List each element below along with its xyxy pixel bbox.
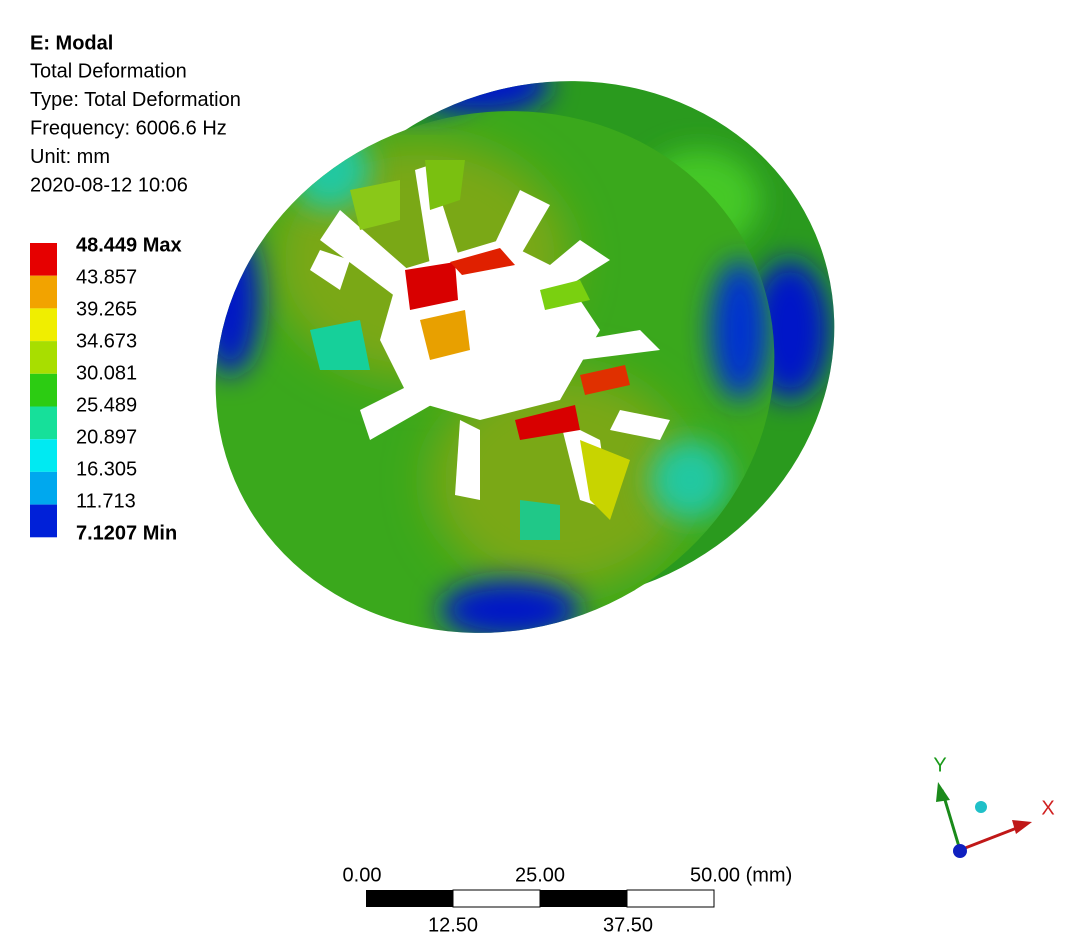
header-line: Unit: mm <box>30 146 110 168</box>
header-line: Total Deformation <box>30 60 187 82</box>
legend-label: 30.081 <box>76 362 137 384</box>
title: E: Modal <box>30 32 113 54</box>
legend-swatch <box>30 308 57 342</box>
triad: Y X <box>933 754 1055 858</box>
legend-label: 25.489 <box>76 394 137 416</box>
header-line: Type: Total Deformation <box>30 89 241 111</box>
scale-bar: 0.00 25.00 50.00 (mm) 12.50 37.50 <box>343 864 793 936</box>
legend-label: 16.305 <box>76 458 137 480</box>
legend-label: 43.857 <box>76 266 137 288</box>
legend-label: 20.897 <box>76 426 137 448</box>
scale-label: 37.50 <box>603 914 653 936</box>
legend-swatch <box>30 275 57 309</box>
axis-label: X <box>1041 797 1054 819</box>
legend-swatch <box>30 471 57 505</box>
header-lines: Total Deformation Type: Total Deformation… <box>30 60 241 196</box>
legend-swatch <box>30 243 57 276</box>
scale-label: 12.50 <box>428 914 478 936</box>
legend-label: 34.673 <box>76 330 137 352</box>
legend-label: 48.449 Max <box>76 234 182 256</box>
legend-swatch <box>30 373 57 407</box>
legend-swatch <box>30 504 57 538</box>
legend-label: 7.1207 Min <box>76 522 177 544</box>
legend: 48.449 Max 43.857 39.265 34.673 30.081 25.489… <box>30 234 182 544</box>
header-line: 2020-08-12 10:06 <box>30 174 188 196</box>
legend-swatch <box>30 439 57 472</box>
legend-label: 39.265 <box>76 298 137 320</box>
legend-swatch <box>30 341 57 374</box>
model <box>200 55 835 640</box>
legend-swatch <box>30 406 57 440</box>
scale-label: 0.00 <box>343 864 382 886</box>
teeth <box>310 160 630 540</box>
scale-label: 25.00 <box>515 864 565 886</box>
legend-label: 11.713 <box>76 490 136 512</box>
header-line: Frequency: 6006.6 Hz <box>30 117 227 139</box>
axis-label: Y <box>933 754 946 776</box>
scale-label: 50.00 (mm) <box>690 864 792 886</box>
